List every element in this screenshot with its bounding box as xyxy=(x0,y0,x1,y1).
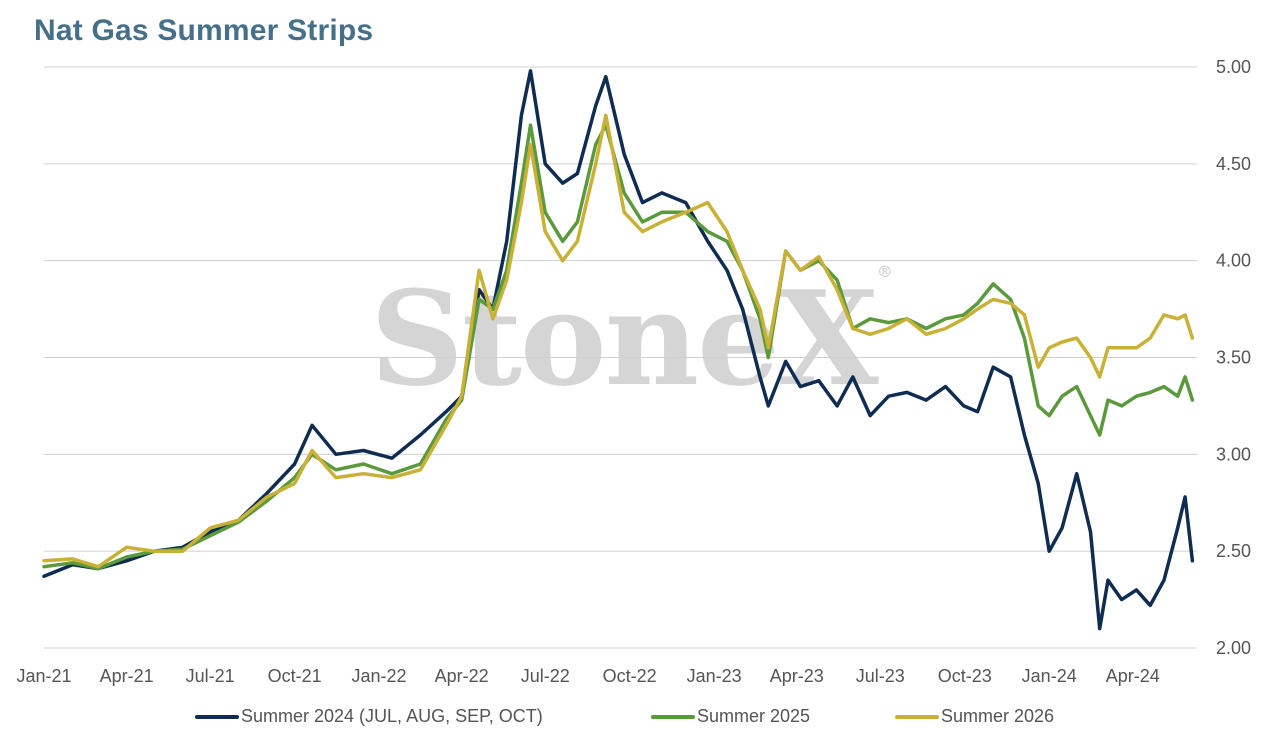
legend-swatch-summer-2024 xyxy=(195,714,239,719)
series-line-summer-2026 xyxy=(42,113,1195,569)
x-tick-label: Oct-22 xyxy=(603,666,657,686)
legend-item-summer-2026: Summer 2026 xyxy=(895,706,1054,727)
series-line-summer-2024 xyxy=(42,69,1195,631)
x-tick-label: Apr-21 xyxy=(100,666,154,686)
chart-title: Nat Gas Summer Strips xyxy=(34,14,374,47)
legend-item-summer-2024: Summer 2024 (JUL, AUG, SEP, OCT) xyxy=(195,706,543,727)
legend-label-summer-2024: Summer 2024 (JUL, AUG, SEP, OCT) xyxy=(241,706,543,726)
y-tick-label: 2.00 xyxy=(1216,638,1251,658)
y-tick-label: 4.00 xyxy=(1216,251,1251,271)
x-tick-label: Apr-24 xyxy=(1106,666,1160,686)
y-tick-label: 3.00 xyxy=(1216,444,1251,464)
legend-swatch-summer-2025 xyxy=(651,714,695,719)
line-chart: 5.00 4.50 4.00 3.50 3.00 2.50 2.00 Jan-21 Apr-2… xyxy=(16,57,1251,686)
legend-item-summer-2025: Summer 2025 xyxy=(651,706,810,727)
y-tick-label: 3.50 xyxy=(1216,348,1251,368)
x-tick-label: Jan-23 xyxy=(687,666,742,686)
series-line-summer-2025 xyxy=(42,123,1195,571)
legend-label-summer-2025: Summer 2025 xyxy=(697,706,811,726)
x-tick-label: Jul-22 xyxy=(521,666,570,686)
stonex-watermark-logo: StoneX® xyxy=(370,262,893,415)
gridlines xyxy=(44,66,1197,649)
x-tick-label: Jan-24 xyxy=(1022,666,1077,686)
legend: Summer 2024 (JUL, AUG, SEP, OCT) Summer … xyxy=(0,706,1269,734)
x-tick-label: Jan-21 xyxy=(16,666,71,686)
x-tick-label: Jan-22 xyxy=(352,666,407,686)
x-tick-label: Oct-23 xyxy=(938,666,992,686)
y-tick-label: 5.00 xyxy=(1216,57,1251,77)
legend-label-summer-2026: Summer 2026 xyxy=(941,706,1055,726)
x-tick-label: Jul-21 xyxy=(186,666,235,686)
y-tick-label: 4.50 xyxy=(1216,154,1251,174)
y-axis-ticks: 5.00 4.50 4.00 3.50 3.00 2.50 2.00 xyxy=(1216,57,1251,658)
x-tick-label: Apr-22 xyxy=(435,666,489,686)
y-tick-label: 2.50 xyxy=(1216,541,1251,561)
series-lines xyxy=(42,69,1195,631)
x-tick-label: Oct-21 xyxy=(268,666,322,686)
legend-swatch-summer-2026 xyxy=(895,714,939,719)
x-tick-label: Apr-23 xyxy=(770,666,824,686)
x-axis-ticks: Jan-21 Apr-21 Jul-21 Oct-21 Jan-22 Apr-22 Jul-… xyxy=(16,666,1159,686)
x-tick-label: Jul-23 xyxy=(856,666,905,686)
